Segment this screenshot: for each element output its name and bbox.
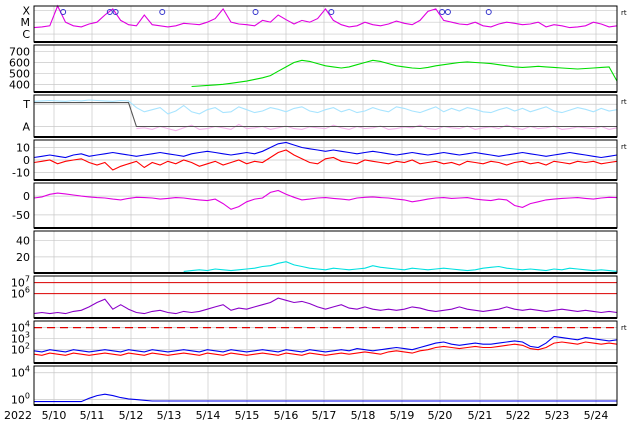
flare-marker — [60, 9, 67, 15]
y-tick-label: -50 — [12, 209, 30, 222]
x-tick-label: 5/23 — [545, 409, 570, 422]
series-line — [33, 335, 618, 353]
x-tick-label: 5/20 — [428, 409, 453, 422]
series-line — [183, 261, 618, 272]
series-line — [33, 149, 618, 171]
panel-frame — [33, 182, 618, 229]
series-line — [33, 99, 618, 115]
x-tick-label: 5/24 — [584, 409, 609, 422]
series-line — [33, 141, 618, 159]
series-line — [33, 4, 618, 29]
y-tick-label: 20 — [16, 251, 30, 264]
rt-tag: rt — [621, 9, 627, 17]
y-tick-label: 104 — [11, 365, 30, 380]
y-tick-label: 100 — [11, 392, 30, 407]
flare-marker — [159, 9, 166, 15]
panel-frames — [33, 5, 618, 406]
flare-marker — [106, 9, 113, 15]
x-tick-label: 5/15 — [235, 409, 260, 422]
rt-tag: rt — [621, 98, 627, 106]
rt-tag: rt — [621, 143, 627, 151]
series-line — [33, 297, 618, 315]
x-tick-label: 5/19 — [390, 409, 415, 422]
series-line — [33, 341, 618, 356]
y-tick-label: 500 — [9, 67, 30, 80]
panel-frame — [33, 94, 618, 138]
panel-frame — [33, 365, 618, 406]
panel-frame — [33, 230, 618, 274]
y-tick-label: A — [22, 121, 30, 134]
y-tick-label: T — [22, 98, 30, 111]
y-tick-label: C — [22, 28, 30, 41]
series-lines — [33, 4, 618, 403]
rt-tag: rt — [621, 324, 627, 332]
x-tick-label: 5/18 — [351, 409, 376, 422]
x-tick-label: 5/16 — [274, 409, 299, 422]
x-tick-label: 5/12 — [119, 409, 144, 422]
y-tick-label: 600 — [9, 56, 30, 69]
x-tick-label: 5/21 — [468, 409, 493, 422]
series-line — [191, 59, 618, 88]
y-tick-label: 700 — [9, 46, 30, 59]
flare-marker — [252, 9, 259, 15]
y-tick-label: 0 — [23, 190, 30, 203]
series-line — [33, 189, 618, 210]
series-line — [34, 393, 617, 403]
year-label: 2022 — [4, 409, 32, 422]
y-tick-label: M — [21, 16, 31, 29]
x-tick-label: 5/17 — [312, 409, 337, 422]
y-tick-label: 400 — [9, 78, 30, 91]
y-tick-label: X — [22, 4, 30, 17]
x-tick-label: 5/10 — [42, 409, 67, 422]
y-tick-label: -10 — [12, 167, 30, 180]
y-tick-label: 0 — [23, 154, 30, 167]
series-line — [34, 102, 617, 128]
x-tick-label: 5/22 — [506, 409, 531, 422]
flare-marker — [439, 9, 446, 15]
x-tick-label: 5/13 — [157, 409, 182, 422]
flare-marker — [328, 9, 335, 15]
panel-frame — [33, 44, 618, 93]
flare-marker — [485, 9, 492, 15]
y-tick-label: 40 — [16, 235, 30, 248]
x-tick-label: 5/14 — [196, 409, 221, 422]
y-tick-label: 10 — [16, 142, 30, 155]
series-line — [136, 123, 618, 132]
flare-marker — [112, 9, 119, 15]
flare-marker — [444, 9, 451, 15]
x-tick-label: 5/11 — [80, 409, 105, 422]
